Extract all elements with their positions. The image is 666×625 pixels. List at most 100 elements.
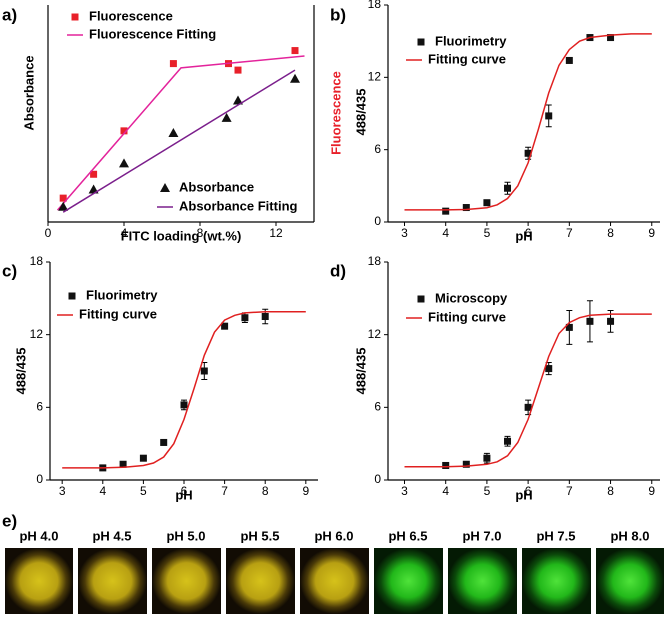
marker <box>586 317 594 325</box>
marker <box>168 128 179 138</box>
legend-swatch <box>417 38 425 46</box>
marker <box>442 461 450 469</box>
legend-label: Fitting curve <box>428 309 506 324</box>
x-tick-label: 7 <box>566 226 573 240</box>
x-tick-label: 7 <box>566 484 573 498</box>
legend-label: Absorbance Fitting <box>179 198 298 213</box>
x-axis-label: pH <box>515 487 532 502</box>
marker <box>169 60 177 68</box>
marker <box>90 170 98 178</box>
x-tick-label: 4 <box>442 484 449 498</box>
x-tick-label: 3 <box>401 226 408 240</box>
legend-label: Fitting curve <box>428 51 506 66</box>
y-axis-label: 488/435 <box>13 348 28 395</box>
image-label: pH 5.5 <box>240 528 279 543</box>
x-tick-label: 8 <box>197 226 204 240</box>
legend-label: Fluorimetry <box>86 287 158 302</box>
legend-label: Fluorescence <box>89 8 173 23</box>
x-tick-label: 7 <box>221 484 228 498</box>
y-tick-label: 0 <box>374 472 381 486</box>
marker <box>160 438 168 446</box>
micrograph <box>5 548 73 614</box>
marker <box>261 313 269 320</box>
x-tick-label: 9 <box>648 484 655 498</box>
x-tick-label: 8 <box>607 226 614 240</box>
marker <box>119 460 127 468</box>
marker <box>221 112 232 122</box>
y-tick-label: 12 <box>30 327 44 341</box>
x-axis-label: pH <box>515 228 532 243</box>
micrograph <box>448 548 517 614</box>
marker <box>442 207 450 215</box>
y-tick-label: 18 <box>368 0 382 11</box>
marker <box>241 314 249 322</box>
image-label: pH 5.0 <box>166 528 205 543</box>
x-tick-label: 6 <box>525 226 532 240</box>
legend-swatch <box>160 183 170 192</box>
marker <box>290 73 300 83</box>
marker <box>119 158 129 168</box>
marker <box>483 454 491 462</box>
image-label: pH 6.0 <box>314 528 353 543</box>
marker <box>545 112 553 120</box>
marker <box>221 322 229 330</box>
marker <box>139 454 147 462</box>
x-tick-label: 4 <box>99 484 106 498</box>
marker <box>565 323 573 331</box>
image-row <box>5 548 664 614</box>
line <box>62 310 306 469</box>
marker <box>180 401 188 409</box>
line <box>404 313 652 468</box>
marker <box>504 437 512 445</box>
legend-label: Fluorescence Fitting <box>89 26 216 41</box>
legend-label: Microscopy <box>435 290 508 305</box>
y-tick-label: 0 <box>36 472 43 486</box>
image-label: pH 7.0 <box>462 528 501 543</box>
x-axis-label: pH <box>175 487 192 502</box>
image-label: pH 7.5 <box>536 528 575 543</box>
marker <box>291 47 299 55</box>
marker <box>58 201 69 211</box>
panel-label: b) <box>330 5 346 24</box>
image-label: pH 8.0 <box>610 528 649 543</box>
legend-label: Fitting curve <box>79 306 157 321</box>
panel-label: a) <box>2 5 17 24</box>
panel-label: c) <box>2 261 17 280</box>
marker <box>462 460 470 468</box>
micrograph <box>152 548 221 614</box>
line <box>56 55 305 211</box>
line <box>62 69 296 213</box>
panel-label: e) <box>2 511 17 530</box>
marker <box>524 403 532 411</box>
x-tick-label: 6 <box>181 484 188 498</box>
y-tick-label: 0 <box>374 214 381 228</box>
micrograph <box>522 548 591 614</box>
micrograph <box>374 548 443 614</box>
line <box>404 33 652 211</box>
x-tick-label: 6 <box>525 484 532 498</box>
legend-swatch <box>417 295 425 303</box>
marker <box>545 365 553 373</box>
legend-swatch <box>71 13 79 21</box>
x-tick-label: 4 <box>121 226 128 240</box>
image-label: pH 6.5 <box>388 528 427 543</box>
y-axis-label: 488/435 <box>353 348 368 395</box>
x-tick-label: 3 <box>59 484 66 498</box>
marker <box>59 194 67 202</box>
marker <box>565 56 573 64</box>
marker <box>120 127 128 135</box>
y-tick-label: 6 <box>36 400 43 414</box>
marker <box>483 199 491 207</box>
marker <box>233 95 243 105</box>
marker <box>504 184 512 192</box>
panel-label: d) <box>330 261 346 280</box>
y-axis-label: 488/435 <box>353 89 368 136</box>
x-tick-label: 3 <box>401 484 408 498</box>
x-tick-label: 0 <box>45 226 52 240</box>
legend-label: Absorbance <box>179 179 254 194</box>
marker <box>234 66 242 74</box>
marker <box>607 34 615 42</box>
y-tick-label: 18 <box>368 254 382 268</box>
